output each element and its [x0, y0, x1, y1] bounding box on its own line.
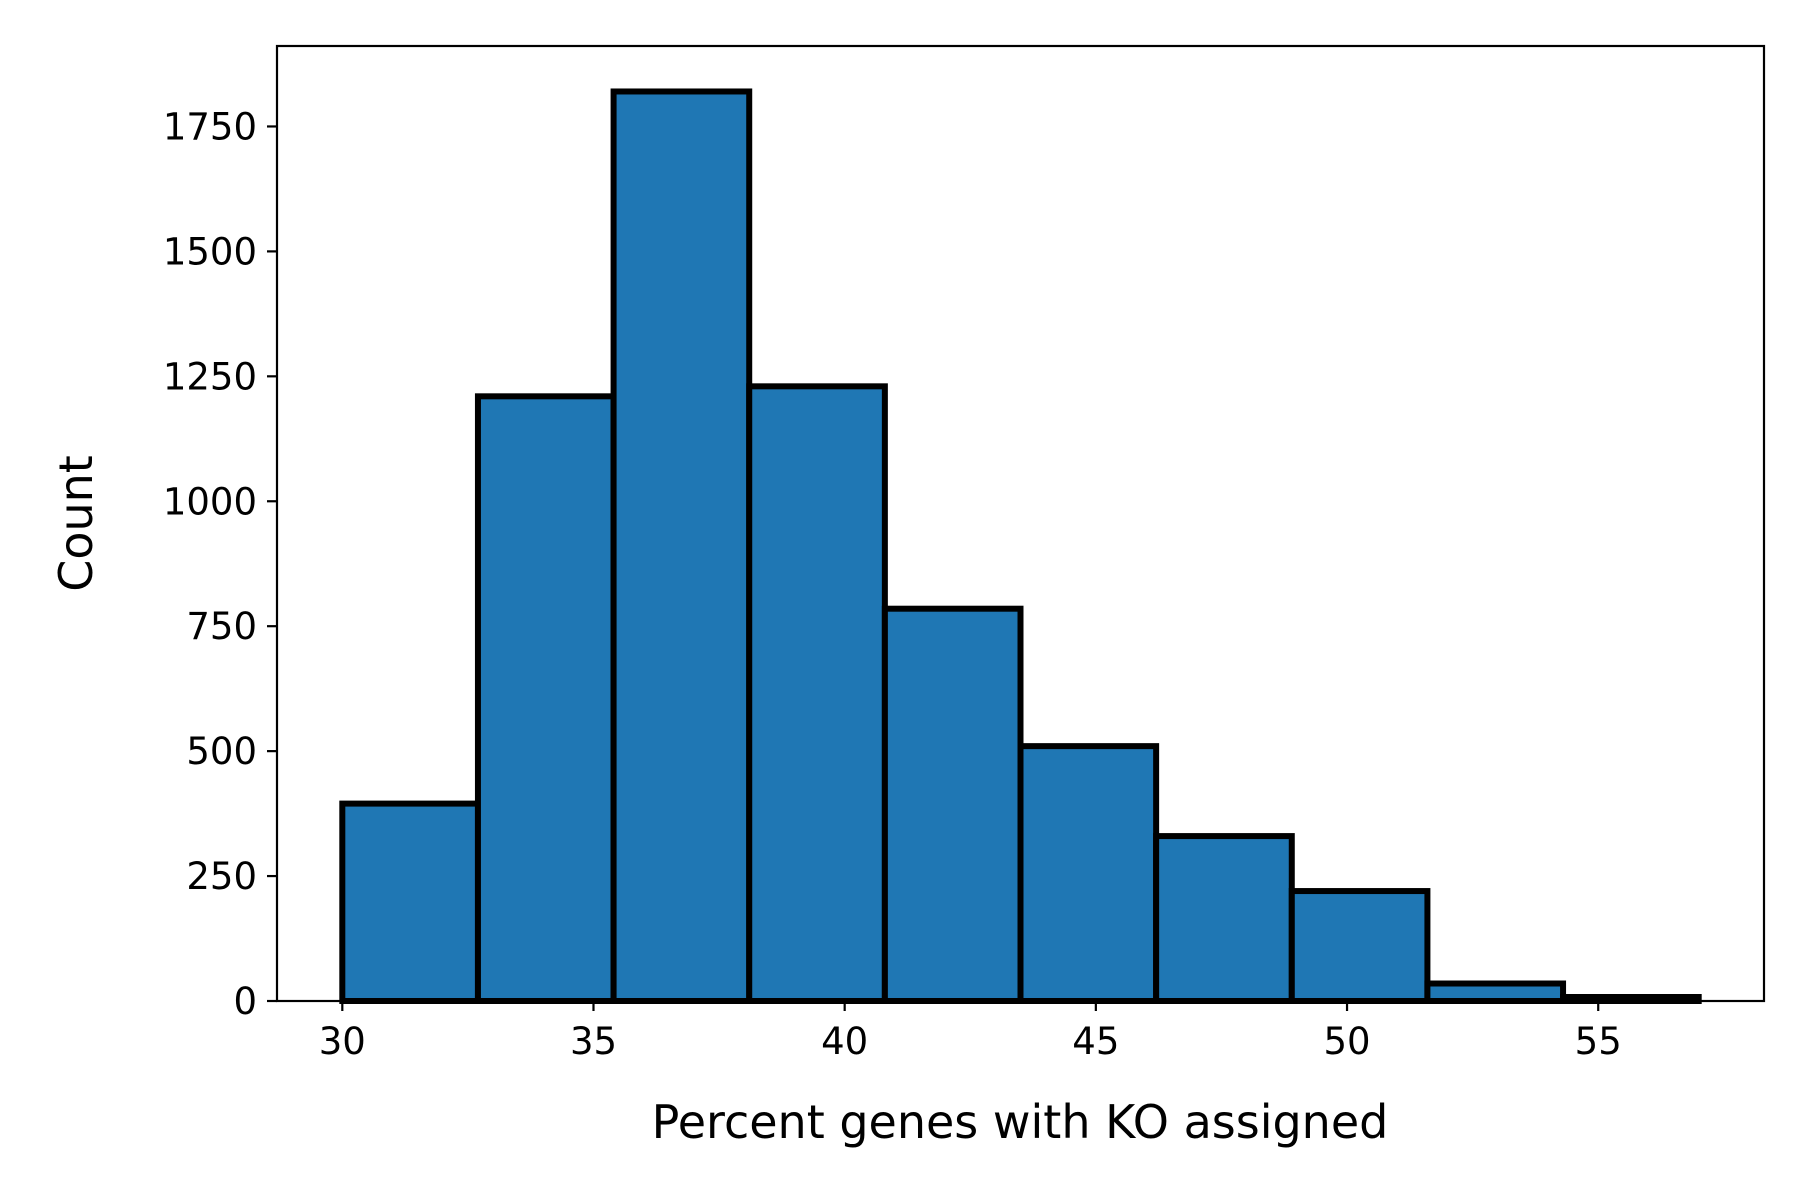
x-tick-label: 30 [319, 1020, 366, 1063]
y-tick-label: 1500 [163, 230, 257, 273]
y-axis-ticks: 0 250 500 750 1000 1250 1500 1750 [163, 105, 277, 1023]
y-tick-label: 1250 [163, 355, 257, 398]
histogram-bar-6 [1017, 743, 1160, 1004]
x-tick-label: 50 [1323, 1020, 1370, 1063]
x-tick-label: 40 [821, 1020, 868, 1063]
histogram-bar-8 [1288, 888, 1431, 1004]
y-tick-label: 500 [186, 730, 257, 773]
histogram-bar-3 [610, 88, 753, 1004]
histogram-bar-7 [1153, 833, 1295, 1005]
histogram-bar-9 [1424, 980, 1567, 1004]
y-tick-label: 250 [186, 855, 257, 898]
x-tick-label: 35 [570, 1020, 617, 1063]
x-tick-label: 55 [1575, 1020, 1622, 1063]
x-axis-label: Percent genes with KO assigned [652, 1095, 1389, 1149]
plot-frame [275, 44, 1766, 1003]
y-tick-label: 0 [233, 980, 257, 1023]
bars-group [339, 88, 1702, 1005]
x-tick-label: 45 [1072, 1020, 1119, 1063]
histogram-bar-2 [474, 393, 617, 1004]
histogram-bar-4 [746, 383, 888, 1004]
histogram-bar-5 [881, 605, 1024, 1004]
y-tick-label: 1000 [163, 480, 257, 523]
y-tick-label: 750 [186, 605, 257, 648]
histogram-bar-1 [339, 800, 481, 1004]
y-tick-label: 1750 [163, 105, 257, 148]
y-axis-label: Count [49, 455, 103, 592]
x-axis-ticks: 30 35 40 45 50 55 [319, 1001, 1622, 1063]
